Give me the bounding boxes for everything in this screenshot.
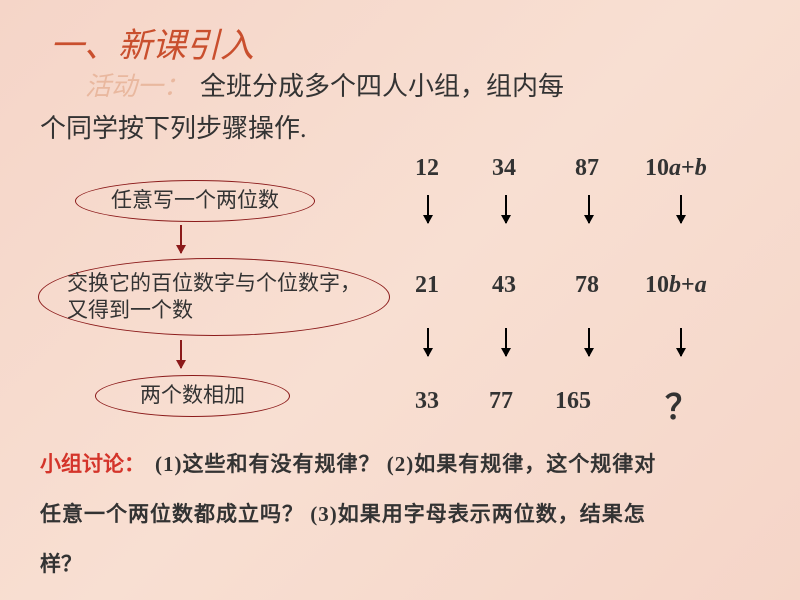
step1-ellipse: 任意写一个两位数 <box>75 180 315 222</box>
activity-label: 活动一： <box>85 66 189 103</box>
discuss-line3: 样？ <box>40 548 82 578</box>
step2-line1: 交换它的百位数字与个位数字， <box>67 270 361 297</box>
intro-line2: 个同学按下列步骤操作. <box>40 108 307 145</box>
r1c3: 87 <box>575 155 599 182</box>
arrow-r2c2 <box>505 328 507 356</box>
question-mark: ？ <box>665 380 699 429</box>
r1c2: 34 <box>492 155 516 182</box>
step3-ellipse: 两个数相加 <box>95 375 290 417</box>
r3c1: 33 <box>415 388 439 415</box>
step1-text: 任意写一个两位数 <box>111 187 279 214</box>
r1c1: 12 <box>415 155 439 182</box>
flow-arrow-2 <box>180 340 182 368</box>
arrow-r1c1 <box>427 195 429 223</box>
intro-line1: 全班分成多个四人小组，组内每 <box>200 66 564 103</box>
arrow-r2c3 <box>588 328 590 356</box>
arrow-r1c2 <box>505 195 507 223</box>
r2c4-mid: + <box>681 272 695 298</box>
flow-arrow-1 <box>180 225 182 253</box>
r2c4-v2: a <box>695 272 707 298</box>
arrow-r1c3 <box>588 195 590 223</box>
r2c4-v1: b <box>669 272 681 298</box>
r3c3: 165 <box>555 388 591 415</box>
discuss-label: 小组讨论： <box>40 448 145 478</box>
r1c4: 10a+b <box>645 155 707 182</box>
r2c2: 43 <box>492 272 516 299</box>
r2c4: 10b+a <box>645 272 707 299</box>
discuss-line1: (1)这些和有没有规律？ (2)如果有规律，这个规律对 <box>155 448 656 478</box>
r1c4-pre: 10 <box>645 155 669 181</box>
step2-line2: 又得到一个数 <box>67 297 193 324</box>
arrow-r2c1 <box>427 328 429 356</box>
r2c1: 21 <box>415 272 439 299</box>
r1c4-v2: b <box>695 155 707 181</box>
step3-text: 两个数相加 <box>140 382 245 409</box>
r2c3: 78 <box>575 272 599 299</box>
discuss-line2: 任意一个两位数都成立吗？ (3)如果用字母表示两位数，结果怎 <box>40 498 646 528</box>
r2c4-pre: 10 <box>645 272 669 298</box>
arrow-r2c4 <box>680 328 682 356</box>
arrow-r1c4 <box>680 195 682 223</box>
r3c2: 77 <box>489 388 513 415</box>
r1c4-v1: a <box>669 155 681 181</box>
section-title: 一、新课引入 <box>50 18 254 67</box>
step2-ellipse: 交换它的百位数字与个位数字， 又得到一个数 <box>38 258 390 336</box>
r1c4-mid: + <box>681 155 695 181</box>
